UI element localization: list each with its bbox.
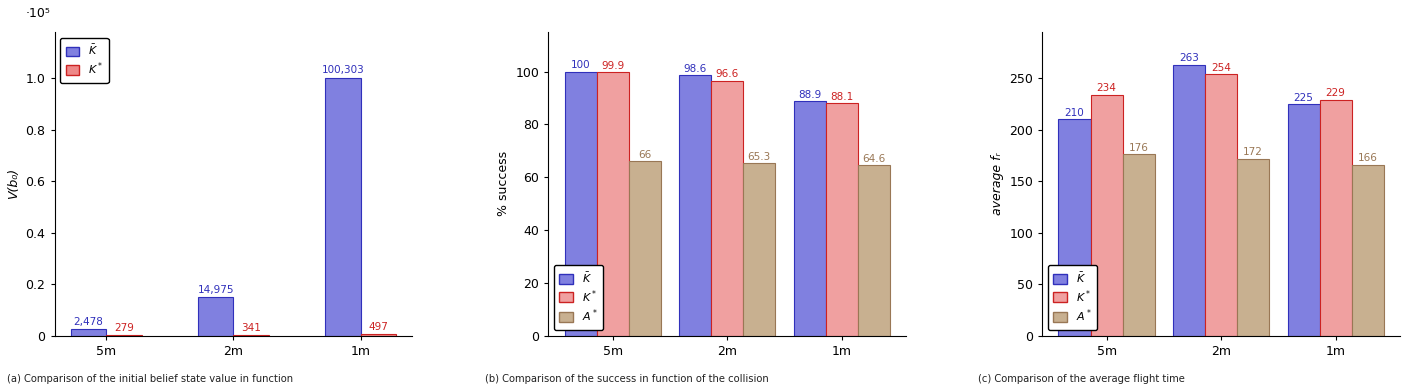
Text: 14,975: 14,975	[197, 285, 234, 295]
Y-axis label: % success: % success	[497, 151, 509, 216]
Legend: $\bar{K}$, $K^*$, $A^*$: $\bar{K}$, $K^*$, $A^*$	[1048, 265, 1097, 330]
Text: 234: 234	[1096, 83, 1117, 93]
Bar	[1320, 100, 1352, 336]
Text: 497: 497	[369, 322, 388, 332]
Bar	[680, 75, 712, 336]
Bar	[107, 335, 142, 336]
Text: 88.1: 88.1	[830, 92, 854, 102]
Bar	[1173, 65, 1204, 336]
Bar	[597, 72, 629, 336]
Text: 229: 229	[1325, 88, 1345, 98]
Text: 100,303: 100,303	[321, 65, 364, 76]
Text: 254: 254	[1211, 63, 1231, 73]
Text: 65.3: 65.3	[747, 152, 771, 162]
Bar	[564, 72, 597, 336]
Bar	[712, 81, 743, 336]
Text: 263: 263	[1179, 53, 1199, 64]
Bar	[325, 78, 360, 336]
Text: 225: 225	[1293, 93, 1314, 102]
Legend: $\bar{K}$, $K^*$, $A^*$: $\bar{K}$, $K^*$, $A^*$	[554, 265, 604, 330]
Text: 210: 210	[1065, 108, 1085, 118]
Bar	[1237, 159, 1269, 336]
Y-axis label: average fᵣ: average fᵣ	[991, 152, 1003, 215]
Text: (a) Comparison of the initial belief state value in function: (a) Comparison of the initial belief sta…	[7, 374, 293, 384]
Bar	[629, 162, 661, 336]
Text: 341: 341	[242, 323, 262, 333]
Bar	[360, 334, 397, 336]
Text: 166: 166	[1358, 153, 1377, 163]
Bar	[826, 103, 858, 336]
Text: (c) Comparison of the average flight time: (c) Comparison of the average flight tim…	[978, 374, 1185, 384]
Bar	[234, 335, 269, 336]
Text: 176: 176	[1128, 143, 1148, 153]
Bar	[1123, 154, 1155, 336]
Legend: $\bar{K}$, $K^*$: $\bar{K}$, $K^*$	[61, 38, 108, 83]
Text: ·10⁵: ·10⁵	[25, 7, 51, 20]
Bar	[858, 165, 891, 336]
Bar	[1090, 95, 1123, 336]
Bar	[794, 101, 826, 336]
Text: (b) Comparison of the success in function of the collision: (b) Comparison of the success in functio…	[485, 374, 770, 384]
Text: 279: 279	[114, 323, 134, 333]
Bar	[1352, 165, 1384, 336]
Bar	[70, 329, 107, 336]
Text: 96.6: 96.6	[716, 69, 739, 79]
Y-axis label: V(b₀): V(b₀)	[7, 168, 20, 200]
Text: 66: 66	[639, 150, 651, 160]
Text: 2,478: 2,478	[73, 317, 104, 327]
Text: 98.6: 98.6	[684, 64, 706, 74]
Text: 88.9: 88.9	[798, 90, 822, 100]
Bar	[1204, 74, 1237, 336]
Bar	[743, 163, 775, 336]
Text: 99.9: 99.9	[601, 60, 625, 71]
Text: 172: 172	[1244, 147, 1263, 157]
Text: 64.6: 64.6	[862, 154, 885, 164]
Text: 100: 100	[571, 60, 591, 70]
Bar	[1058, 120, 1090, 336]
Bar	[1287, 104, 1320, 336]
Bar	[198, 297, 234, 336]
